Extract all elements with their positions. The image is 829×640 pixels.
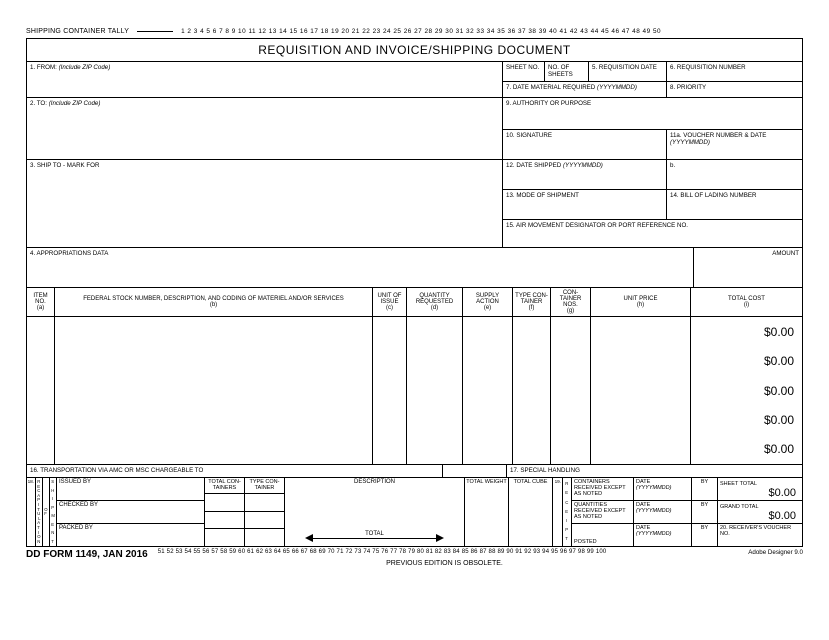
total-cube[interactable]: TOTAL CUBE [509, 478, 553, 546]
form-body: REQUISITION AND INVOICE/SHIPPING DOCUMEN… [26, 38, 803, 547]
cost-row: $0.00 [691, 405, 802, 434]
s16-blank[interactable] [443, 465, 507, 477]
air-movement[interactable]: 15. AIR MOVEMENT DESIGNATOR OR PORT REFE… [503, 220, 802, 248]
date-material-required[interactable]: 7. DATE MATERIAL REQUIRED (YYYYMMDD) [503, 82, 667, 98]
recap-type-container[interactable]: TYPE CON-TAINER [245, 478, 285, 546]
tally-line [137, 31, 173, 32]
cost-row: $0.00 [691, 346, 802, 375]
cost-row: $0.00 [691, 435, 802, 464]
req-number[interactable]: 6. REQUISITION NUMBER [667, 62, 802, 82]
authority-purpose[interactable]: 9. AUTHORITY OR PURPOSE [503, 98, 802, 130]
block-1-from[interactable]: 1. FROM: (Include ZIP Code) [27, 62, 503, 98]
cost-row: $0.00 [691, 376, 802, 405]
no-of-sheets[interactable]: NO. OF SHEETS [545, 62, 589, 82]
signature[interactable]: 10. SIGNATURE [503, 130, 667, 160]
req-date[interactable]: 5. REQUISITION DATE [589, 62, 667, 82]
tally-top: SHIPPING CONTAINER TALLY 1 2 3 4 5 6 7 8… [26, 28, 803, 35]
recap-total-containers[interactable]: TOTAL CON-TAINERS [205, 478, 245, 546]
by-3[interactable]: BY [692, 524, 718, 546]
item-table-header: ITEM NO.(a) FEDERAL STOCK NUMBER, DESCRI… [27, 288, 802, 317]
appropriations-data[interactable]: 4. APPROPRIATIONS DATA [27, 248, 694, 288]
containers-received[interactable]: CONTAINERS RECEIVED EXCEPT AS NOTED [572, 478, 634, 500]
total-weight[interactable]: TOTAL WEIGHT [465, 478, 509, 546]
dd-form-1149: SHIPPING CONTAINER TALLY 1 2 3 4 5 6 7 8… [0, 0, 829, 640]
sheet-total: SHEET TOTAL$0.00 [718, 478, 802, 500]
adobe-designer: Adobe Designer 9.0 [748, 549, 803, 556]
recap-vertical-label: RECAPITULATION [36, 478, 43, 546]
recap-shipment-label: SHIPMENT [50, 478, 57, 546]
recap-block: 18. RECAPITULATION OF SHIPMENT ISSUED BY… [27, 478, 802, 546]
tally-top-numbers: 1 2 3 4 5 6 7 8 9 10 11 12 13 14 15 16 1… [181, 28, 661, 35]
priority[interactable]: 8. PRIORITY [667, 82, 802, 98]
grand-total: GRAND TOTAL$0.00 [718, 501, 802, 523]
block-3-cont[interactable] [27, 190, 503, 220]
s16-transportation[interactable]: 16. TRANSPORTATION VIA AMC OR MSC CHARGE… [27, 465, 443, 477]
date-shipped[interactable]: 12. DATE SHIPPED (YYYYMMDD) [503, 160, 667, 190]
block-2-to-cont[interactable] [27, 130, 503, 160]
form-id: DD FORM 1149, JAN 2016 [26, 549, 148, 560]
receipt-block: CONTAINERS RECEIVED EXCEPT AS NOTED DATE… [572, 478, 802, 546]
form-title: REQUISITION AND INVOICE/SHIPPING DOCUMEN… [27, 39, 802, 62]
recap-left: ISSUED BY CHECKED BY PACKED BY [57, 478, 205, 546]
mode-shipment[interactable]: 13. MODE OF SHIPMENT [503, 190, 667, 220]
amount[interactable]: AMOUNT [694, 248, 802, 288]
total-arrow: TOTAL [305, 534, 444, 542]
s17-special-handling[interactable]: 17. SPECIAL HANDLING [507, 465, 802, 477]
footer: DD FORM 1149, JAN 2016 51 52 53 54 55 56… [26, 549, 803, 560]
issued-by[interactable]: ISSUED BY [57, 478, 204, 501]
checked-by[interactable]: CHECKED BY [57, 501, 204, 524]
obsolete-notice: PREVIOUS EDITION IS OBSOLETE. [386, 560, 503, 567]
s18-label: 18. [27, 478, 36, 546]
s19-label: 19. [553, 478, 563, 546]
total-cost-column: $0.00 $0.00 $0.00 $0.00 $0.00 [691, 317, 802, 464]
quantities-received[interactable]: QUANTITIES RECEIVED EXCEPT AS NOTED [572, 501, 634, 523]
block-3-shipto[interactable]: 3. SHIP TO - MARK FOR [27, 160, 503, 190]
voucher-11b[interactable]: b. [667, 160, 802, 190]
tally-label: SHIPPING CONTAINER TALLY [26, 28, 129, 35]
section-16-17: 16. TRANSPORTATION VIA AMC OR MSC CHARGE… [27, 465, 802, 478]
recap-description[interactable]: DESCRIPTION TOTAL [285, 478, 465, 546]
block-2-to[interactable]: 2. TO: (Include ZIP Code) [27, 98, 503, 130]
date-3[interactable]: DATE(YYYYMMDD) [634, 524, 692, 546]
block-3-cont2[interactable] [27, 220, 503, 248]
sheet-no[interactable]: SHEET NO. [503, 62, 545, 82]
recap-of-label: OF [43, 478, 50, 546]
bill-lading[interactable]: 14. BILL OF LADING NUMBER [667, 190, 802, 220]
by-1[interactable]: BY [692, 478, 718, 500]
cost-row: $0.00 [691, 317, 802, 346]
packed-by[interactable]: PACKED BY [57, 524, 204, 546]
voucher-11a[interactable]: 11a. VOUCHER NUMBER & DATE (YYYYMMDD) [667, 130, 802, 160]
date-1[interactable]: DATE(YYYYMMDD) [634, 478, 692, 500]
receipt-vertical-label: RECEIPT [563, 478, 572, 546]
posted[interactable]: POSTED [572, 524, 634, 546]
receivers-voucher[interactable]: 20. RECEIVER'S VOUCHER NO. [718, 524, 802, 546]
by-2[interactable]: BY [692, 501, 718, 523]
tally-bottom-numbers: 51 52 53 54 55 56 57 58 59 60 61 62 63 6… [158, 549, 607, 555]
item-table-body[interactable]: $0.00 $0.00 $0.00 $0.00 $0.00 [27, 317, 802, 465]
date-2[interactable]: DATE(YYYYMMDD) [634, 501, 692, 523]
